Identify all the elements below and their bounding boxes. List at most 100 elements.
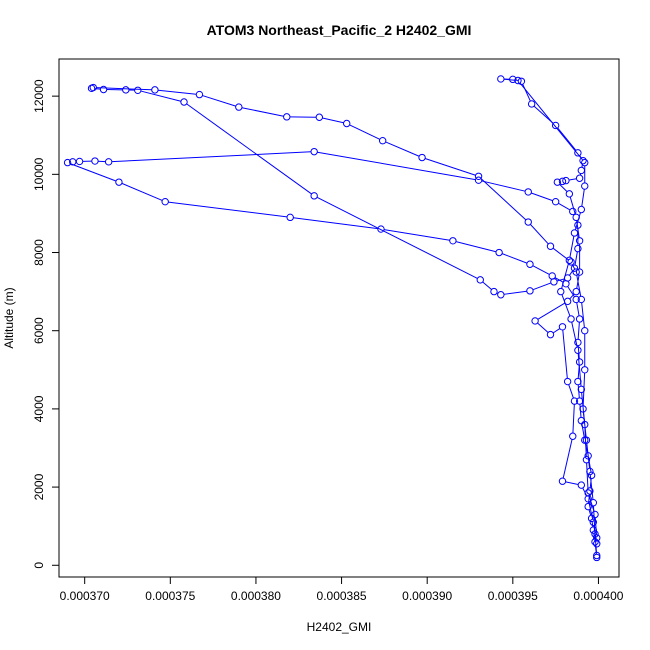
series-segment bbox=[537, 322, 549, 333]
series-segment bbox=[186, 103, 312, 195]
data-point bbox=[474, 172, 483, 180]
series-segment bbox=[586, 443, 591, 469]
data-point bbox=[584, 489, 592, 497]
data-point bbox=[567, 258, 575, 266]
data-point bbox=[558, 177, 567, 186]
data-point bbox=[565, 256, 574, 265]
data-point bbox=[531, 317, 539, 325]
data-point bbox=[310, 192, 318, 200]
data-point bbox=[575, 174, 584, 182]
data-point bbox=[449, 237, 457, 245]
data-point bbox=[524, 188, 532, 196]
data-point bbox=[567, 315, 575, 323]
data-point bbox=[527, 100, 536, 108]
data-point bbox=[574, 346, 582, 354]
series-segment bbox=[576, 275, 580, 289]
series-segment bbox=[576, 302, 580, 316]
data-point bbox=[563, 297, 572, 306]
series-segment bbox=[480, 178, 527, 221]
series-segment bbox=[574, 212, 581, 231]
x-tick-label: 0.000375 bbox=[145, 589, 195, 603]
series-segment bbox=[111, 151, 311, 163]
data-point bbox=[589, 499, 598, 507]
data-point bbox=[550, 278, 558, 286]
data-point bbox=[310, 147, 318, 156]
series-segment bbox=[561, 294, 571, 317]
data-point bbox=[584, 495, 592, 503]
data-point bbox=[582, 456, 591, 464]
data-point bbox=[195, 90, 204, 99]
data-point bbox=[589, 518, 598, 526]
series-3 bbox=[497, 75, 601, 548]
series-segment bbox=[591, 521, 594, 527]
y-tick-label: 0 bbox=[32, 562, 46, 569]
data-point bbox=[584, 502, 592, 511]
series-segment bbox=[557, 127, 577, 151]
series-segment bbox=[556, 278, 565, 282]
series-segment bbox=[455, 241, 497, 253]
data-point bbox=[377, 225, 385, 233]
series-segment bbox=[519, 82, 584, 161]
data-point bbox=[563, 377, 572, 386]
y-axis-label: Altitude (m) bbox=[2, 287, 16, 348]
series-segment bbox=[568, 178, 577, 181]
series-segment bbox=[562, 439, 573, 479]
data-point bbox=[575, 315, 584, 323]
data-point bbox=[582, 436, 591, 444]
series-segment bbox=[589, 474, 594, 500]
series-segment bbox=[581, 392, 585, 422]
series-segment bbox=[316, 196, 478, 279]
y-tick-label: 6000 bbox=[32, 317, 46, 344]
data-point bbox=[509, 75, 517, 84]
data-point bbox=[524, 218, 532, 226]
series-segment bbox=[70, 163, 117, 182]
y-tick-label: 4000 bbox=[32, 395, 46, 422]
series-segment bbox=[558, 202, 571, 211]
series-segment bbox=[562, 329, 568, 379]
data-point bbox=[546, 242, 555, 250]
series-segment bbox=[503, 290, 527, 295]
series-segment bbox=[531, 192, 553, 202]
series-segment bbox=[140, 90, 182, 102]
data-point bbox=[574, 149, 582, 157]
data-point bbox=[134, 86, 142, 94]
series-segment bbox=[121, 182, 163, 201]
data-point bbox=[526, 287, 534, 295]
series-segment bbox=[569, 236, 575, 258]
data-point bbox=[581, 366, 589, 374]
x-tick-label: 0.000385 bbox=[317, 589, 367, 603]
data-point bbox=[575, 268, 584, 276]
data-point bbox=[235, 103, 243, 111]
data-point bbox=[553, 178, 562, 186]
data-point bbox=[551, 121, 560, 130]
series-segment bbox=[577, 345, 580, 359]
series-segment bbox=[202, 95, 236, 107]
series-segment bbox=[349, 124, 380, 140]
series-segment bbox=[559, 184, 568, 192]
x-tick-label: 0.000380 bbox=[231, 589, 281, 603]
data-point bbox=[495, 248, 503, 257]
series-1 bbox=[63, 147, 601, 562]
x-axis: 0.000370 0.000375 0.000380 0.000385 0.000390… bbox=[60, 576, 624, 603]
data-point bbox=[286, 213, 294, 222]
series-segment bbox=[594, 537, 597, 553]
series-segment bbox=[574, 251, 578, 266]
data-point bbox=[546, 330, 555, 339]
series-segment bbox=[385, 141, 420, 157]
data-point bbox=[151, 86, 159, 94]
chart-title: ATOM3 Northeast_Pacific_2 H2402_GMI bbox=[207, 22, 472, 38]
data-point bbox=[572, 213, 580, 222]
data-point bbox=[161, 197, 169, 206]
data-point bbox=[570, 229, 579, 237]
data-point bbox=[569, 207, 577, 216]
series-segment bbox=[572, 404, 575, 434]
data-point bbox=[577, 205, 586, 214]
series-segment bbox=[581, 302, 585, 328]
data-point bbox=[99, 85, 108, 94]
series-segment bbox=[577, 322, 580, 340]
data-point bbox=[476, 276, 484, 284]
data-point bbox=[378, 137, 387, 145]
x-tick-label: 0.000400 bbox=[573, 589, 623, 603]
series-segment bbox=[569, 270, 574, 276]
data-point bbox=[180, 98, 188, 106]
